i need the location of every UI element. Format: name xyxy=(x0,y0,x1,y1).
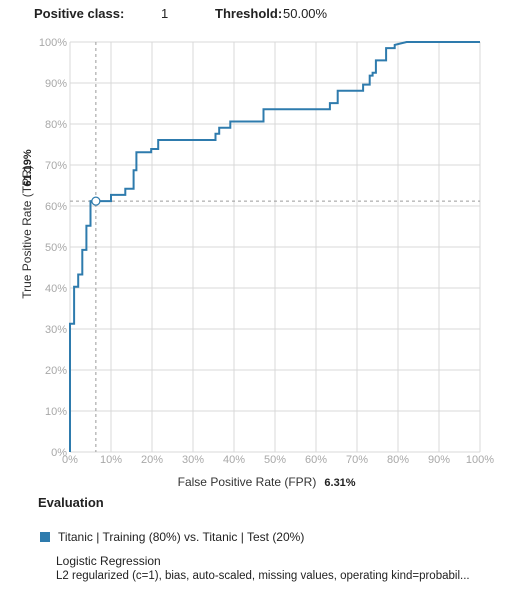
header-bar: Positive class: 1 Threshold: 50.00% xyxy=(0,6,530,24)
y-axis-operating-value: 61.19% xyxy=(22,149,34,187)
y-tick-label: 100% xyxy=(39,37,67,49)
roc-curve-line xyxy=(69,41,480,452)
y-axis-title: True Positive Rate (TPR) xyxy=(20,165,34,299)
x-tick-label: 60% xyxy=(305,454,327,466)
roc-chart[interactable]: 0% 10% 20% 30% 40% 50% 60% 70% 80% 90% 100% 0% 10% 2… xyxy=(0,0,530,492)
x-tick-label: 40% xyxy=(223,454,245,466)
y-tick-label: 40% xyxy=(45,283,67,295)
y-tick-label: 90% xyxy=(45,78,67,90)
x-axis-operating-value: 6.31% xyxy=(324,477,355,489)
y-tick-label: 60% xyxy=(45,201,67,213)
x-tick-label: 10% xyxy=(100,454,122,466)
y-tick-label: 80% xyxy=(45,119,67,131)
model-name: Logistic Regression xyxy=(56,554,161,568)
evaluation-title: Evaluation xyxy=(38,495,104,510)
operating-point-marker[interactable] xyxy=(91,196,101,206)
y-axis-ticks: 0% 10% 20% 30% 40% 50% 60% 70% 80% 90% 100% xyxy=(39,37,67,459)
x-axis-title: False Positive Rate (FPR) xyxy=(178,475,317,489)
x-axis-ticks: 0% 10% 20% 30% 40% 50% 60% 70% 80% 90% 100% xyxy=(62,454,494,466)
operating-point-crosshair xyxy=(70,42,480,452)
model-description: L2 regularized (c=1), bias, auto-scaled,… xyxy=(56,570,470,582)
x-tick-label: 90% xyxy=(428,454,450,466)
x-tick-label: 20% xyxy=(141,454,163,466)
y-tick-label: 30% xyxy=(45,324,67,336)
y-tick-label: 20% xyxy=(45,365,67,377)
y-tick-label: 10% xyxy=(45,406,67,418)
legend-label: Titanic | Training (80%) vs. Titanic | T… xyxy=(58,530,305,544)
x-tick-label: 70% xyxy=(346,454,368,466)
x-tick-label: 80% xyxy=(387,454,409,466)
positive-class-label: Positive class: xyxy=(34,6,125,21)
x-tick-label: 100% xyxy=(466,454,494,466)
positive-class-value[interactable]: 1 xyxy=(161,6,169,21)
legend-swatch xyxy=(40,532,50,542)
y-tick-label: 50% xyxy=(45,242,67,254)
chart-grid xyxy=(69,41,481,453)
legend-entry[interactable]: Titanic | Training (80%) vs. Titanic | T… xyxy=(40,530,304,544)
x-tick-label: 30% xyxy=(182,454,204,466)
threshold-value[interactable]: 50.00% xyxy=(283,6,328,21)
y-tick-label: 70% xyxy=(45,160,67,172)
x-tick-label: 0% xyxy=(62,454,78,466)
y-tick-label: 0% xyxy=(51,447,67,459)
threshold-label: Threshold: xyxy=(215,6,283,21)
x-tick-label: 50% xyxy=(264,454,286,466)
